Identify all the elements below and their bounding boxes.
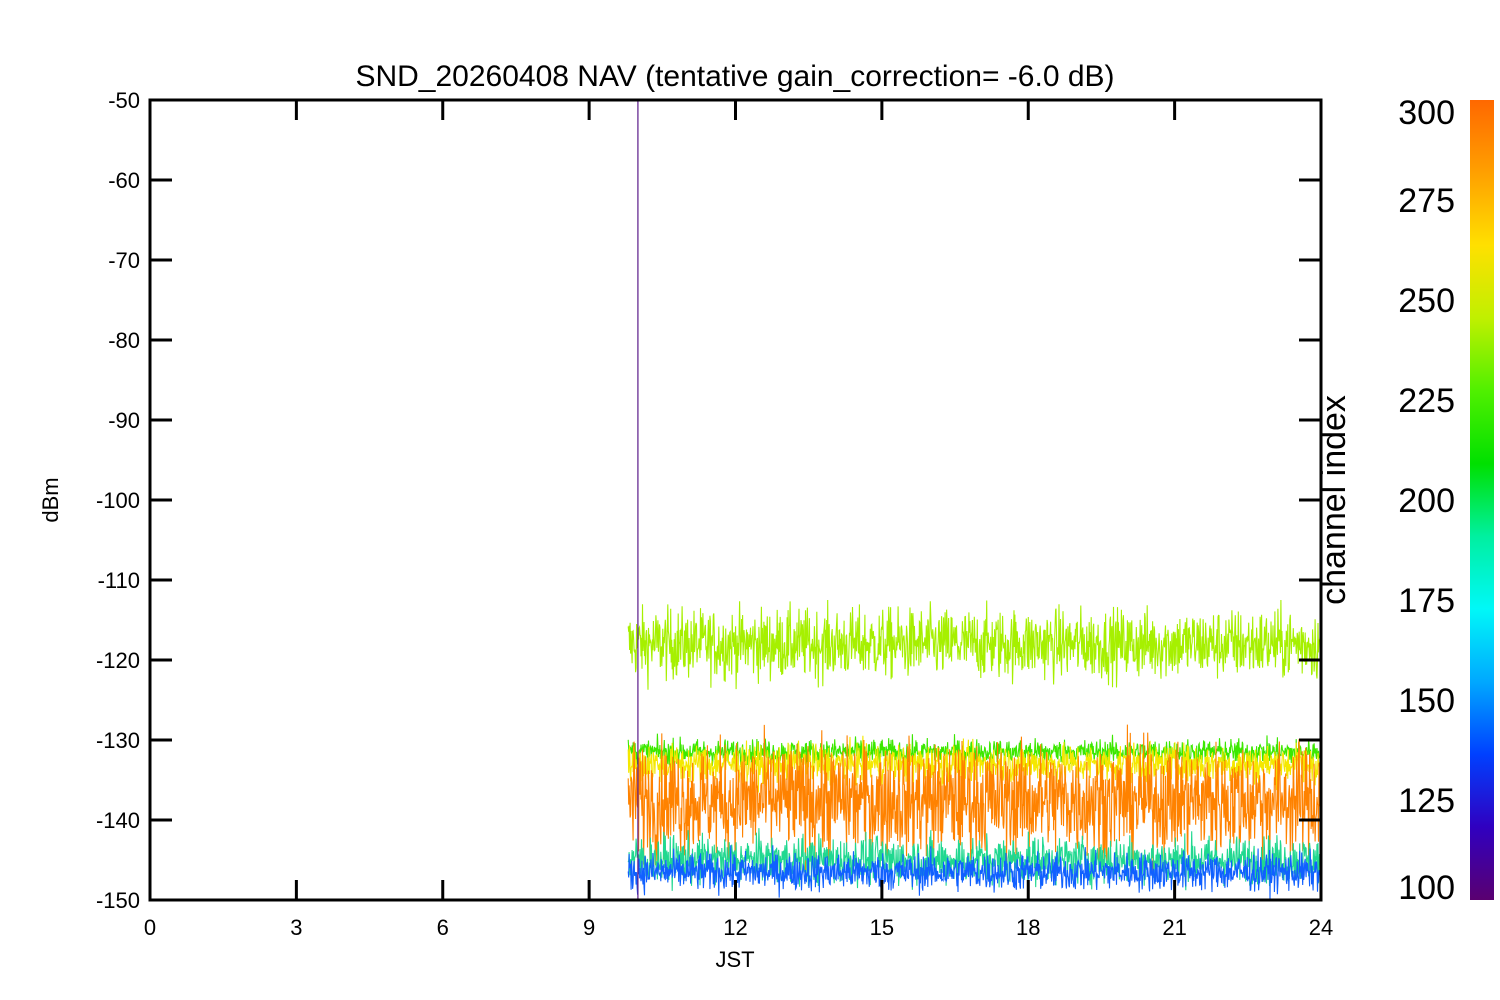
colorbar-label: channel index [1315, 395, 1353, 605]
x-tick-label: 24 [1309, 915, 1333, 940]
x-tick-label: 6 [437, 915, 449, 940]
y-tick-label: -120 [96, 648, 140, 673]
colorbar-tick-label: 125 [1398, 782, 1455, 820]
y-tick-label: -80 [108, 328, 140, 353]
x-tick-label: 18 [1016, 915, 1040, 940]
colorbar-tick-label: 175 [1398, 582, 1455, 620]
colorbar-tick-label: 100 [1398, 869, 1455, 907]
colorbar-tick-label: 200 [1398, 482, 1455, 520]
y-tick-label: -110 [98, 568, 140, 593]
series-line-6 [627, 845, 1321, 900]
colorbar-tick-label: 150 [1398, 682, 1455, 720]
x-tick-label: 3 [290, 915, 302, 940]
y-tick-label: -150 [96, 888, 140, 913]
colorbar-tick-label: 250 [1398, 282, 1455, 320]
x-tick-label: 9 [583, 915, 595, 940]
colorbar-ticks: 100 125 150 175 200 225 250 275 300 [1398, 94, 1455, 907]
y-tick-label: -130 [96, 728, 140, 753]
y-tick-label: -50 [108, 88, 140, 113]
y-tick-label: -100 [96, 488, 140, 513]
colorbar [1470, 100, 1494, 900]
y-tick-label: -90 [108, 408, 140, 433]
series-layer [627, 100, 1321, 900]
x-tick-label: 15 [870, 915, 894, 940]
series-line-1 [627, 599, 1321, 690]
x-tick-label: 12 [723, 915, 747, 940]
x-tick-label: 21 [1162, 915, 1186, 940]
colorbar-tick-label: 225 [1398, 382, 1455, 420]
y-tick-label: -140 [96, 808, 140, 833]
colorbar-tick-label: 275 [1398, 182, 1455, 220]
axis-ticks: 0 3 6 9 12 15 18 21 24 -50 -60 -70 -80 -90 -100 -110 -12… [96, 88, 1333, 940]
x-axis-label: JST [715, 947, 754, 972]
colorbar-tick-label: 300 [1398, 94, 1455, 132]
x-tick-label: 0 [144, 915, 156, 940]
y-tick-label: -70 [108, 248, 140, 273]
series-line-4 [627, 724, 1321, 875]
y-tick-label: -60 [108, 168, 140, 193]
y-axis-label: dBm [38, 477, 63, 522]
chart-title: SND_20260408 NAV (tentative gain_correct… [355, 60, 1114, 93]
